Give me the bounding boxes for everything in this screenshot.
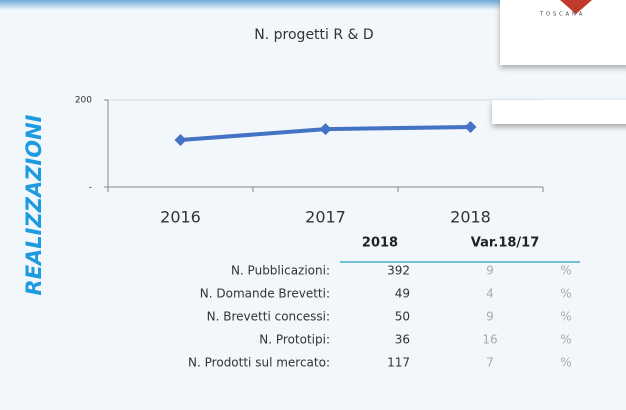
logo-box <box>500 0 626 65</box>
side-label: REALIZZAZIONI <box>22 114 46 295</box>
x-tick-label: 2016 <box>160 208 201 227</box>
point <box>319 123 332 136</box>
table-header: 2018 <box>362 236 398 251</box>
row-label: N. Prodotti sul mercato: <box>188 356 330 370</box>
y-tick-label: 200 <box>75 96 92 106</box>
row-var: 4 <box>486 287 494 301</box>
chart-title: N. progetti R & D <box>254 27 373 43</box>
point <box>464 120 477 133</box>
row-var: 7 <box>486 356 494 370</box>
x-tick-label: 2018 <box>450 208 491 227</box>
row-var: 9 <box>486 310 494 324</box>
logo-shape <box>560 0 592 14</box>
table-header: Var.18/17 <box>471 236 540 251</box>
row-label: N. Domande Brevetti: <box>200 287 330 301</box>
row-value: 50 <box>395 310 410 324</box>
logo-text: TOSCANA <box>539 12 585 18</box>
row-value: 117 <box>387 356 410 370</box>
point <box>174 134 187 147</box>
row-label: N. Prototipi: <box>259 333 330 347</box>
row-value: 36 <box>395 333 410 347</box>
row-unit: % <box>560 264 571 278</box>
row-unit: % <box>560 333 571 347</box>
table: 2018 Var.18/17 N. Pubblicazioni: 392 9 % N. Do… <box>188 236 572 370</box>
plot: - 200 2016 2017 2018 <box>75 96 544 227</box>
top-band <box>0 0 626 10</box>
row-label: N. Brevetti concessi: <box>207 310 330 324</box>
row-label: N. Pubblicazioni: <box>231 264 330 278</box>
row-var: 9 <box>486 264 494 278</box>
row-value: 392 <box>387 264 410 278</box>
row-var: 16 <box>482 333 497 347</box>
row-value: 49 <box>395 287 410 301</box>
row-unit: % <box>560 356 571 370</box>
y-tick-label: - <box>89 183 92 193</box>
row-unit: % <box>560 310 571 324</box>
x-tick-label: 2017 <box>305 208 346 227</box>
row-unit: % <box>560 287 571 301</box>
overlay-box <box>492 100 626 124</box>
